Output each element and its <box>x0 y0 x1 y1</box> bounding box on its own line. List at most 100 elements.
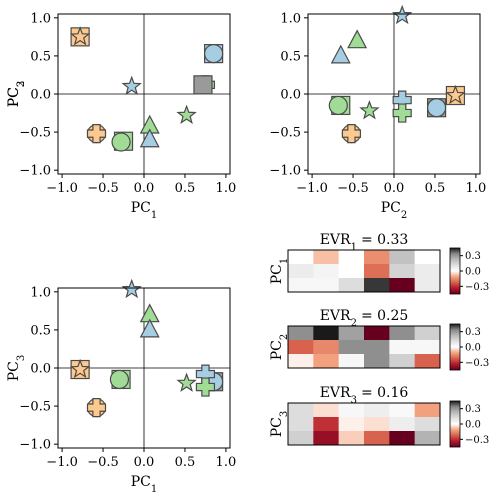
x-axis-label-main: PC <box>381 200 401 216</box>
heatmap-title-sub: 3 <box>351 395 357 406</box>
y-tick-label: 0.0 <box>30 88 51 103</box>
point-star <box>176 372 197 392</box>
y-tick-label: 0.0 <box>280 88 301 103</box>
heatmap-cell <box>338 431 365 446</box>
heatmap-cell <box>414 326 441 341</box>
heatmap-cell <box>313 264 339 279</box>
colorbar-tick-label: −0.3 <box>465 435 489 446</box>
x-axis-label-main: PC <box>131 200 151 216</box>
y-axis-label-sub: 3 <box>16 81 27 87</box>
heatmap-cell <box>389 354 415 369</box>
colorbar-tick-label: 0.0 <box>465 420 481 431</box>
heatmap-title-value: = 0.33 <box>361 232 408 248</box>
heatmap-cell <box>389 340 415 355</box>
heatmap-y-label-main: PC <box>269 264 285 284</box>
heatmap-cell <box>364 431 390 446</box>
colorbar <box>449 323 461 371</box>
heatmap-cell <box>414 278 441 293</box>
heatmap-cell <box>288 326 314 341</box>
heatmap-cell <box>389 431 415 446</box>
point-circle <box>109 369 130 390</box>
y-axis-label: PC2 <box>6 81 27 108</box>
y-tick-label: −1.0 <box>19 438 51 453</box>
heatmap-cell <box>313 431 339 446</box>
y-axis-label-sub: 3 <box>16 355 27 361</box>
x-tick-label: −1.0 <box>46 455 78 470</box>
heatmap-y-label: PC3 <box>269 411 290 438</box>
heatmap-title-value: = 0.16 <box>361 385 408 401</box>
heatmap-cell <box>414 264 441 279</box>
heatmap-y-label-sub: 1 <box>279 258 290 264</box>
heatmap-cell <box>364 403 390 418</box>
y-tick-label: −0.5 <box>19 400 51 415</box>
x-axis-label: PC1 <box>131 200 158 221</box>
heatmap-cell <box>364 250 390 265</box>
x-tick-label: 0.0 <box>134 181 155 196</box>
heatmap-cell <box>338 354 365 369</box>
point-star <box>176 104 197 124</box>
heatmap-cell <box>288 354 314 369</box>
x-tick-label: −0.5 <box>87 455 119 470</box>
heatmap-cell <box>288 278 314 293</box>
heatmap-cell <box>288 403 314 418</box>
heatmap-y-label-sub: 2 <box>279 334 290 340</box>
heatmap-y-label: PC1 <box>269 258 290 285</box>
x-tick-label: −0.5 <box>87 181 119 196</box>
colorbar-tick-label: −0.3 <box>465 282 489 293</box>
heatmap-cell <box>389 403 415 418</box>
colorbar-tick-label: −0.3 <box>465 358 489 369</box>
heatmap-cell <box>364 340 390 355</box>
heatmap-cell <box>389 278 415 293</box>
point-plus <box>341 124 362 144</box>
point-plus <box>195 377 216 397</box>
colorbar-tick-label: 0.3 <box>465 404 481 415</box>
heatmap-y-label-sub: 3 <box>279 411 290 417</box>
heatmap-title: EVR2 = 0.25 <box>320 308 409 329</box>
heatmap-title-main: EVR <box>320 308 351 324</box>
heatmap-cell <box>389 417 415 432</box>
heatmap-frame <box>287 325 441 369</box>
point-plus <box>86 398 107 418</box>
y-tick-label: 0.5 <box>30 323 51 338</box>
heatmap-title-sub: 1 <box>351 242 357 253</box>
heatmap-cell <box>364 354 390 369</box>
heatmap-cell <box>338 417 365 432</box>
heatmap-cell <box>364 264 390 279</box>
heatmap-cell <box>414 250 441 265</box>
heatmap-cell <box>313 278 339 293</box>
y-tick-label: 0.5 <box>30 49 51 64</box>
heatmap-cell <box>364 326 390 341</box>
y-axis-label: PC3 <box>6 81 27 108</box>
heatmap-cell <box>364 278 390 293</box>
point-square <box>193 75 213 95</box>
x-tick-label: 1.0 <box>216 181 237 196</box>
heatmap-title: EVR1 = 0.33 <box>320 232 409 253</box>
heatmap-cell <box>414 354 441 369</box>
colorbar-tick-label: 0.0 <box>465 343 481 354</box>
point-star <box>121 75 142 96</box>
y-tick-label: 1.0 <box>30 285 51 300</box>
x-tick-label: 0.5 <box>175 455 196 470</box>
heatmap-cell <box>288 340 314 355</box>
heatmap-cell <box>313 250 339 265</box>
heatmap-cell <box>313 403 339 418</box>
heatmap-title-main: EVR <box>320 385 351 401</box>
y-axis-label: PC3 <box>6 355 27 382</box>
heatmap-cell <box>389 250 415 265</box>
x-tick-label: 1.0 <box>216 455 237 470</box>
point-circle <box>204 44 224 64</box>
point-star <box>69 26 91 46</box>
heatmap-title: EVR3 = 0.16 <box>320 385 409 406</box>
y-tick-label: −1.0 <box>19 164 51 179</box>
heatmap-cell <box>313 417 339 432</box>
x-tick-label: 0.5 <box>175 181 196 196</box>
x-tick-label: −1.0 <box>296 181 328 196</box>
point-triangle <box>347 29 368 49</box>
heatmap-cell <box>414 340 441 355</box>
point-plus <box>86 124 107 144</box>
x-tick-label: 0.5 <box>425 181 446 196</box>
